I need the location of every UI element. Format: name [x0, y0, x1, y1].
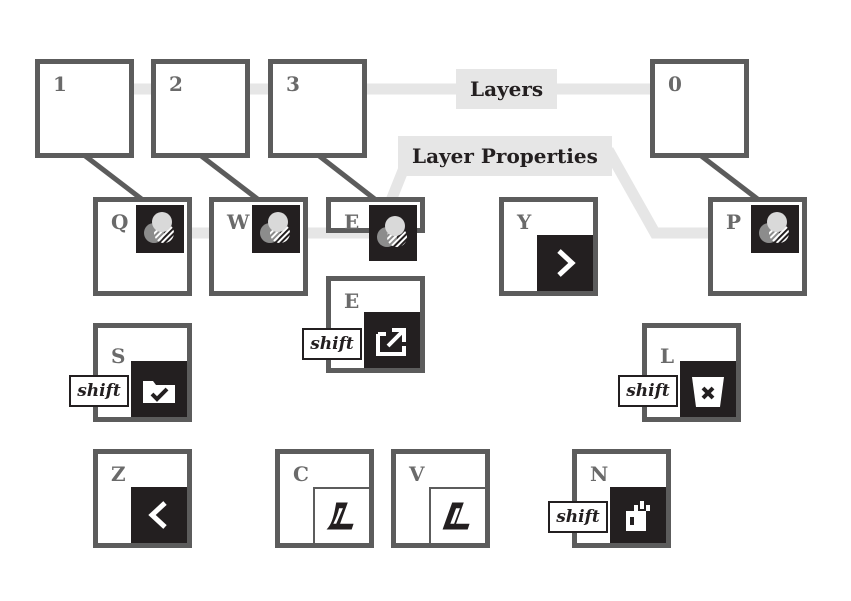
- key-z[interactable]: Z: [93, 449, 192, 548]
- delete-bin-icon: [680, 361, 736, 417]
- layers-tag: Layers: [456, 69, 558, 109]
- layer-properties-icon: [136, 205, 184, 253]
- key-3-label: 3: [286, 72, 300, 96]
- layer-properties-icon: [252, 205, 300, 253]
- key-n-shift-label: N: [590, 462, 609, 486]
- layer-properties-icon: [369, 205, 417, 261]
- stroke-icon: [429, 487, 485, 543]
- stroke-icon: [313, 487, 369, 543]
- key-l-shift-label: L: [660, 344, 675, 368]
- key-s-shift[interactable]: S: [93, 323, 192, 422]
- key-y-label: Y: [517, 210, 532, 234]
- key-z-label: Z: [111, 462, 126, 486]
- layer-properties-tag: Layer Properties: [398, 136, 612, 176]
- new-file-icon: [610, 487, 666, 543]
- key-n-shift[interactable]: N: [572, 449, 671, 548]
- key-3[interactable]: 3: [268, 59, 367, 158]
- key-w-label: W: [227, 210, 250, 234]
- key-0-label: 0: [668, 72, 682, 96]
- key-e-shift-label: E: [344, 289, 360, 313]
- previous-arrow-icon: [131, 487, 187, 543]
- key-1-label: 1: [53, 72, 67, 96]
- shift-badge-n: shift: [548, 501, 608, 533]
- key-v-label: V: [409, 462, 425, 486]
- shift-badge-e: shift: [302, 328, 362, 360]
- save-folder-icon: [131, 361, 187, 417]
- key-q[interactable]: Q: [93, 197, 192, 296]
- layer-properties-icon: [751, 205, 799, 253]
- key-2[interactable]: 2: [151, 59, 250, 158]
- key-1[interactable]: 1: [35, 59, 134, 158]
- next-arrow-icon: [537, 235, 593, 291]
- key-p-label: P: [726, 210, 742, 234]
- key-0[interactable]: 0: [650, 59, 749, 158]
- key-y[interactable]: Y: [499, 197, 598, 296]
- key-p[interactable]: P: [708, 197, 807, 296]
- key-w[interactable]: W: [209, 197, 308, 296]
- key-c[interactable]: C: [275, 449, 374, 548]
- export-icon: [364, 312, 420, 368]
- key-c-label: C: [293, 462, 309, 486]
- key-v[interactable]: V: [391, 449, 490, 548]
- key-e-label: E: [344, 210, 360, 234]
- key-e[interactable]: E: [326, 197, 425, 261]
- shift-badge-s: shift: [69, 375, 129, 407]
- key-q-label: Q: [111, 210, 129, 234]
- key-l-shift[interactable]: L: [642, 323, 741, 422]
- shift-badge-l: shift: [618, 375, 678, 407]
- key-2-label: 2: [169, 72, 183, 96]
- key-s-shift-label: S: [111, 344, 126, 368]
